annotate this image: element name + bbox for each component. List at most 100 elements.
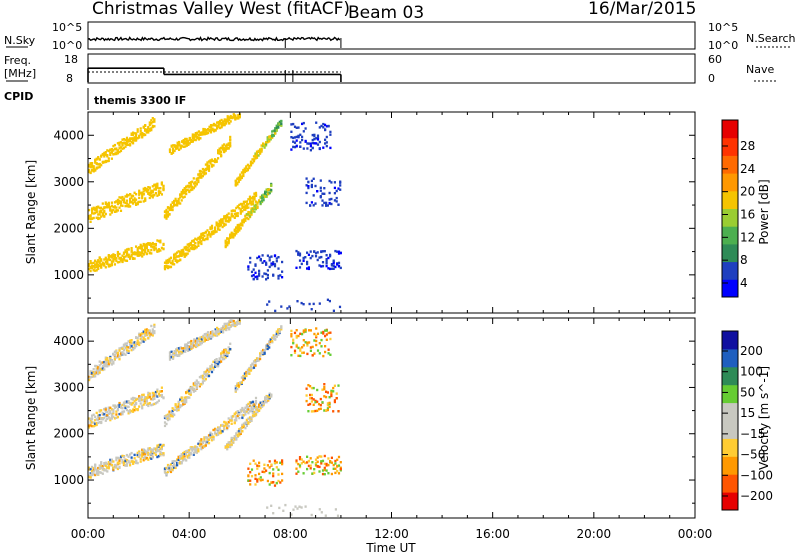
data-cell: [130, 456, 133, 459]
data-cell: [194, 450, 197, 454]
data-cell: [192, 453, 195, 456]
data-cell: [218, 358, 221, 361]
data-cell: [232, 209, 235, 212]
data-cell: [195, 177, 198, 180]
data-cell: [103, 155, 106, 158]
data-cell: [246, 372, 249, 375]
data-cell: [203, 333, 206, 336]
data-cell: [98, 364, 101, 367]
data-cell: [109, 360, 112, 363]
data-cell: [232, 215, 235, 218]
data-cell: [210, 158, 214, 161]
data-cell: [104, 153, 107, 156]
data-cell: [133, 197, 136, 200]
data-cell: [133, 397, 136, 400]
data-cell: [242, 408, 245, 411]
data-cell: [203, 372, 206, 376]
data-cell: [228, 116, 231, 119]
data-cell: [265, 469, 268, 472]
data-cell: [201, 374, 204, 377]
data-cell: [198, 385, 201, 388]
data-cell: [122, 462, 126, 465]
data-cell: [191, 246, 194, 249]
data-cell: [204, 444, 207, 447]
data-cell: [125, 254, 129, 257]
data-cell: [141, 395, 144, 399]
data-cell: [162, 242, 165, 246]
power-colorbar-label: Power [dB]: [757, 179, 771, 244]
data-cell: [235, 416, 238, 420]
data-cell: [317, 408, 321, 411]
data-cell: [169, 414, 173, 418]
data-cell: [94, 468, 97, 471]
data-cell: [297, 134, 300, 138]
colorbar-tick-label: 12: [740, 230, 755, 244]
data-cell: [217, 227, 220, 230]
data-cell: [315, 334, 318, 337]
data-cell: [185, 185, 188, 188]
data-cell: [116, 253, 119, 256]
data-cell: [113, 254, 116, 257]
data-cell: [103, 462, 106, 465]
data-cell: [306, 147, 309, 150]
data-cell: [329, 255, 332, 258]
data-cell: [333, 186, 336, 190]
data-cell: [132, 410, 135, 413]
data-cell: [325, 409, 328, 412]
data-cell: [215, 224, 218, 227]
data-cell: [107, 364, 110, 367]
data-cell: [165, 217, 168, 220]
data-cell: [122, 352, 126, 355]
data-cell: [103, 211, 106, 214]
data-cell: [101, 361, 104, 364]
data-cell: [170, 144, 173, 147]
data-cell: [177, 400, 180, 404]
data-cell: [151, 194, 154, 197]
data-cell: [168, 148, 172, 152]
data-cell: [304, 329, 307, 332]
data-cell: [194, 184, 197, 187]
data-cell: [313, 142, 316, 145]
data-cell: [310, 410, 313, 413]
data-cell: [312, 204, 315, 207]
data-cell: [178, 351, 181, 354]
data-cell: [321, 264, 325, 268]
data-cell: [151, 185, 154, 188]
data-cell: [200, 232, 203, 236]
data-cell: [223, 224, 226, 227]
data-cell: [91, 370, 94, 373]
data-cell: [144, 328, 147, 332]
data-cell: [179, 254, 182, 257]
data-cell: [325, 329, 328, 332]
data-cell: [91, 465, 94, 469]
data-cell: [188, 142, 191, 145]
data-cell: [97, 466, 100, 470]
data-cell: [304, 505, 307, 508]
data-cell: [112, 149, 115, 152]
data-cell: [264, 191, 267, 195]
data-cell: [121, 461, 124, 464]
data-cell: [127, 203, 130, 206]
data-cell: [295, 472, 298, 475]
data-cell: [320, 511, 323, 514]
data-cell: [95, 421, 98, 425]
data-cell: [145, 328, 148, 331]
data-cell: [316, 143, 320, 146]
data-cell: [263, 260, 266, 263]
data-cell: [209, 435, 212, 438]
data-cell: [98, 360, 101, 363]
data-cell: [305, 201, 308, 205]
data-cell: [302, 330, 305, 334]
data-cell: [312, 398, 315, 401]
data-cell: [227, 212, 230, 215]
data-cell: [188, 389, 191, 393]
data-cell: [227, 443, 230, 446]
data-cell: [337, 455, 341, 459]
data-cell: [92, 470, 95, 473]
data-cell: [295, 345, 298, 348]
data-cell: [97, 166, 100, 169]
data-cell: [332, 262, 335, 265]
data-cell: [116, 261, 119, 264]
data-cell: [319, 189, 322, 192]
